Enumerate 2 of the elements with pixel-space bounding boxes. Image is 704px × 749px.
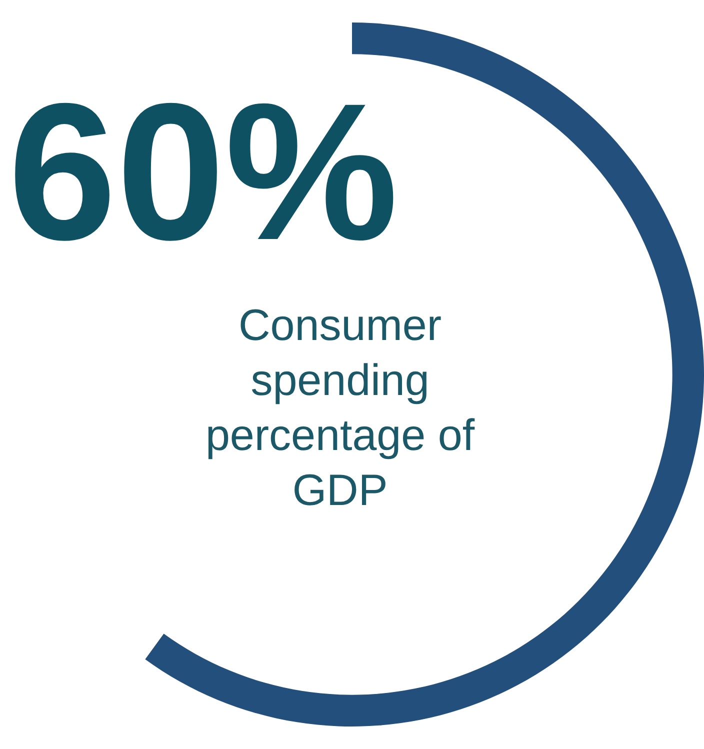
chart-title: 60% <box>8 62 398 282</box>
text: Consumer spending percentage of GDP <box>204 300 476 517</box>
